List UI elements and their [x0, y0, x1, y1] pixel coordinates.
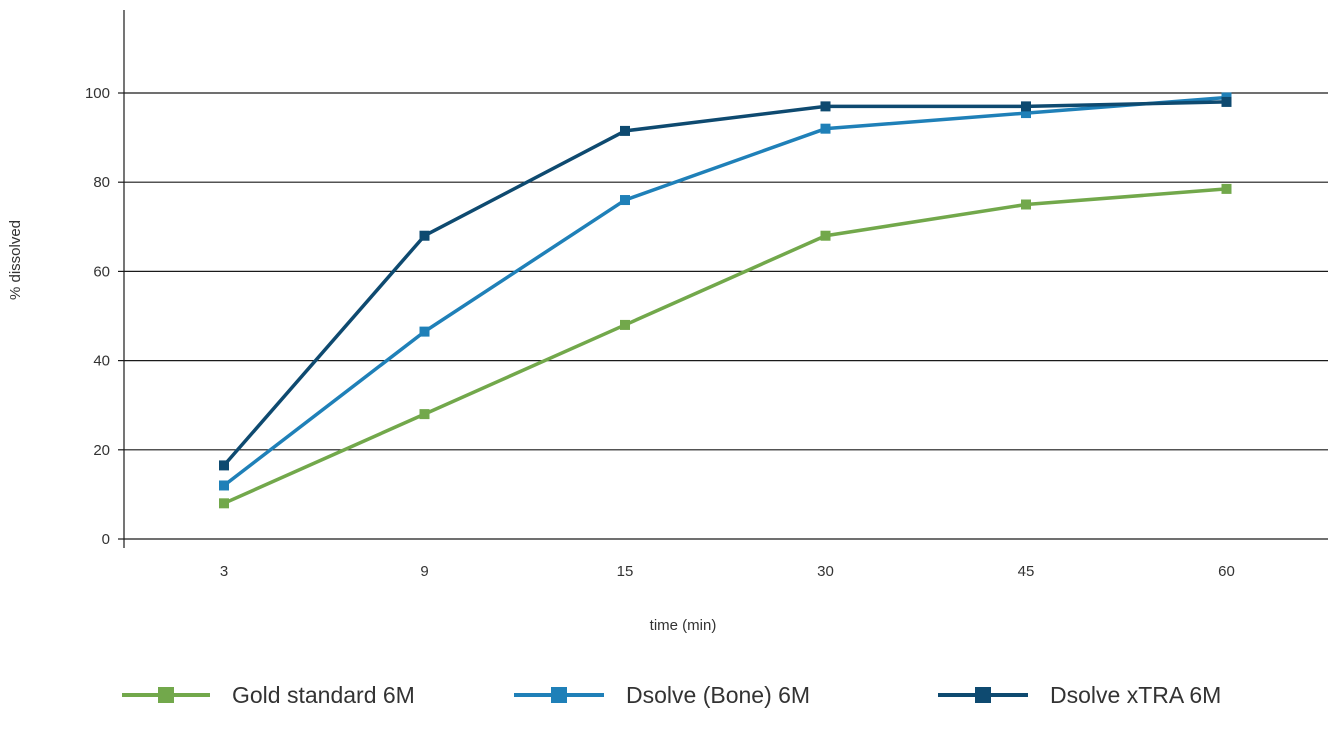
data-point — [1221, 183, 1232, 194]
legend-label: Dsolve (Bone) 6M — [626, 682, 810, 708]
x-tick-label: 30 — [817, 563, 834, 580]
series-layer — [219, 92, 1232, 509]
data-point — [620, 319, 630, 330]
data-point — [219, 460, 229, 471]
y-tick-label: 0 — [102, 531, 110, 548]
data-point — [1221, 96, 1232, 107]
legend-item: Dsolve (Bone) 6M — [514, 682, 810, 708]
data-point — [820, 230, 831, 241]
data-point — [1021, 199, 1031, 210]
axis-layer: 0 20 40 60 80 100 3 9 15 30 45 60 — [85, 10, 1328, 580]
grid-layer — [124, 92, 1328, 451]
x-tick-label: 9 — [420, 563, 428, 580]
legend-label: Dsolve xTRA 6M — [1050, 682, 1221, 708]
legend-label: Gold standard 6M — [232, 682, 415, 708]
data-point — [419, 409, 430, 420]
y-tick-label: 80 — [93, 174, 110, 191]
series-1 — [219, 92, 1232, 491]
data-point — [219, 498, 229, 509]
data-point — [1021, 108, 1031, 119]
x-axis-label: time (min) — [650, 617, 717, 634]
series-line — [222, 100, 1227, 467]
y-tick-label: 60 — [93, 263, 110, 280]
series-2 — [219, 96, 1232, 471]
legend-swatch-marker — [158, 687, 174, 703]
series-line — [222, 95, 1227, 487]
legend-item: Gold standard 6M — [122, 682, 415, 708]
y-axis-label: % dissolved — [7, 220, 24, 300]
data-point — [820, 123, 831, 134]
y-tick-label: 20 — [93, 442, 110, 459]
legend-swatch-marker — [551, 687, 567, 703]
x-tick-label: 3 — [220, 563, 228, 580]
data-point — [620, 195, 630, 206]
y-tick-label: 40 — [93, 353, 110, 370]
data-point — [219, 480, 229, 491]
x-tick-label: 15 — [617, 563, 634, 580]
data-point — [620, 125, 630, 136]
x-tick-label: 60 — [1218, 563, 1235, 580]
data-point — [419, 326, 430, 337]
x-tick-label: 45 — [1018, 563, 1035, 580]
y-tick-label: 100 — [85, 85, 110, 102]
series-line — [223, 187, 1227, 505]
data-point — [1021, 101, 1031, 112]
series-0 — [219, 183, 1232, 509]
data-point — [419, 230, 430, 241]
data-point — [820, 101, 831, 112]
legend-swatch-marker — [975, 687, 991, 703]
legend: Gold standard 6M Dsolve (Bone) 6M Dsolve x… — [122, 682, 1221, 708]
legend-item: Dsolve xTRA 6M — [938, 682, 1221, 708]
